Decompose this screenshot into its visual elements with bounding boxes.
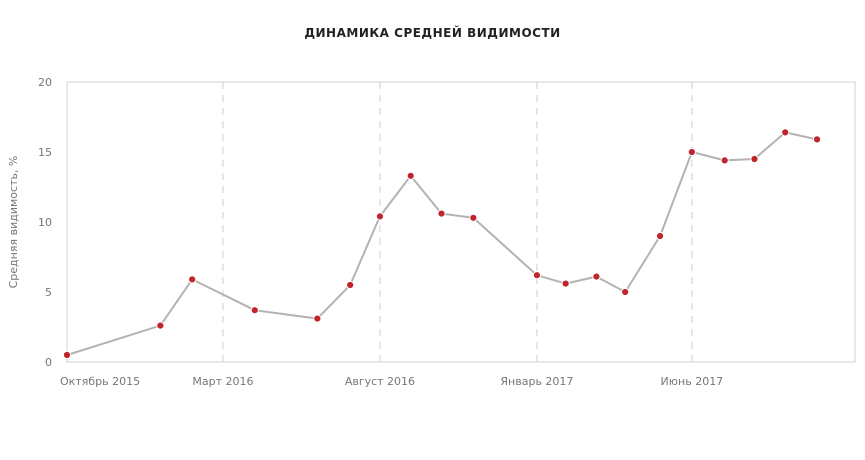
data-point xyxy=(188,275,197,284)
data-point xyxy=(532,271,542,280)
data-points xyxy=(62,128,822,360)
series-line-group xyxy=(66,131,818,356)
plot-area-border xyxy=(66,81,856,363)
x-tick-label: Октябрь 2015 xyxy=(60,375,140,388)
x-axis-ticks: Октябрь 2015 Март 2016 Август 2016 Январь 2… xyxy=(60,375,723,388)
x-tick-label: Август 2016 xyxy=(345,375,415,388)
data-point xyxy=(812,135,822,144)
data-point xyxy=(313,314,322,323)
series-line xyxy=(66,131,818,356)
data-point xyxy=(621,287,630,297)
data-point xyxy=(62,350,72,360)
x-tick-label: Январь 2017 xyxy=(500,375,573,388)
data-point xyxy=(655,231,665,241)
y-axis-label: Средняя видимость, % xyxy=(7,156,20,289)
x-tick-label: Июнь 2017 xyxy=(661,375,724,388)
data-point xyxy=(592,272,601,281)
y-tick-label: 20 xyxy=(38,76,52,89)
chart-title: ДИНАМИКА СРЕДНЕЙ ВИДИМОСТИ xyxy=(304,26,561,40)
y-axis-ticks: 0 5 10 15 20 xyxy=(38,76,52,369)
data-point xyxy=(346,280,355,290)
y-tick-label: 10 xyxy=(38,216,52,229)
data-point xyxy=(561,279,570,288)
y-tick-label: 0 xyxy=(45,356,52,369)
x-tick-label: Март 2016 xyxy=(192,375,253,388)
data-point xyxy=(156,321,165,330)
x-gridlines xyxy=(222,82,693,362)
data-point xyxy=(687,147,696,157)
data-point xyxy=(250,306,259,315)
data-point xyxy=(406,171,415,180)
y-tick-label: 5 xyxy=(45,286,52,299)
data-point xyxy=(469,213,478,222)
data-point xyxy=(781,128,790,137)
data-point xyxy=(720,156,729,165)
data-point xyxy=(437,209,446,218)
y-tick-label: 15 xyxy=(38,146,52,159)
data-point xyxy=(375,212,385,221)
data-point xyxy=(750,154,759,164)
